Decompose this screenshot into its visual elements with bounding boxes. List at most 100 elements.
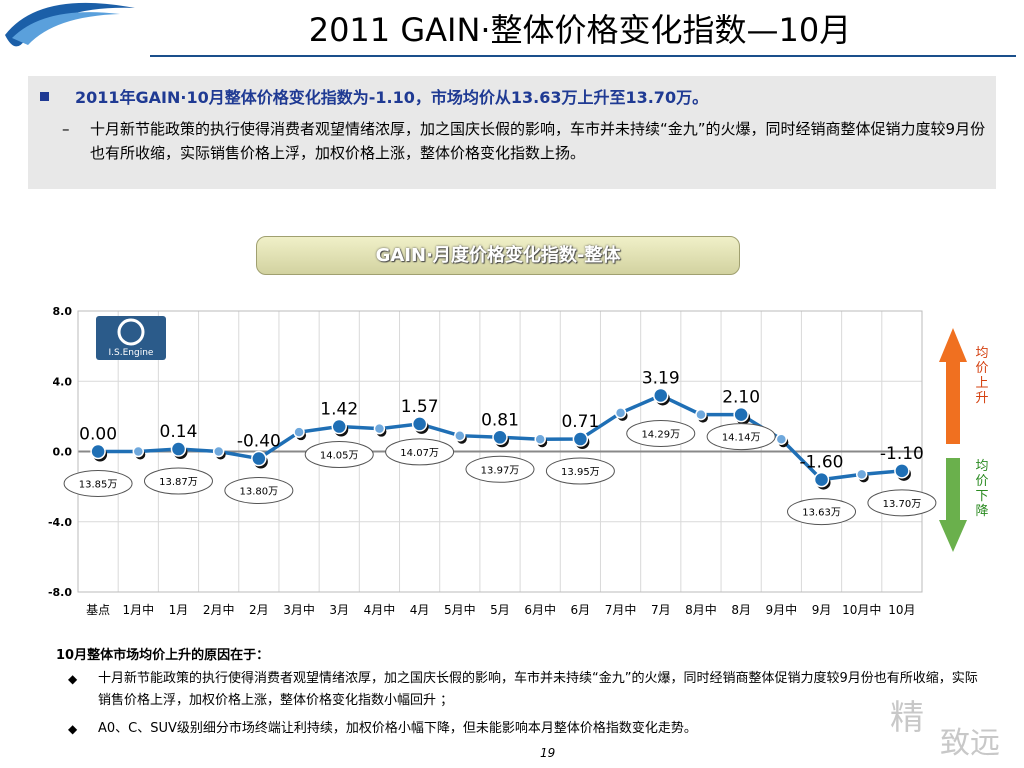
price-label-bubble	[143, 467, 213, 495]
summary-sub-text: 十月新节能政策的执行使得消费者观望情绪浓厚，加之国庆长假的影响，车市并未持续“金…	[90, 120, 986, 162]
dash-bullet-icon: –	[62, 120, 70, 138]
value-label: 2.10	[722, 388, 760, 408]
price-label-bubble	[224, 477, 294, 505]
price-label: 13.97万	[481, 465, 520, 476]
reasons-title: 10月整体市场均价上升的原因在于：	[56, 648, 270, 663]
x-tick-label: 2月中	[203, 602, 235, 617]
price-label-bubble	[385, 438, 455, 466]
logo-box	[96, 316, 166, 360]
data-point	[212, 445, 225, 458]
x-tick-label: 10月	[888, 603, 915, 617]
data-point	[614, 407, 627, 419]
chart-title: GAIN·月度价格变化指数-整体	[256, 236, 740, 275]
price-label-bubble	[867, 489, 937, 517]
price-label: 13.87万	[159, 477, 198, 488]
up-arrow-label: 均价上升	[975, 346, 989, 406]
data-point	[251, 450, 267, 467]
x-tick-label: 4月中	[364, 602, 396, 617]
data-point	[170, 441, 187, 457]
x-tick-label: 5月中	[444, 602, 476, 617]
data-point	[331, 418, 347, 435]
price-label: 13.85万	[79, 480, 118, 491]
slide-title: 2011 GAIN·整体价格变化指数—10月	[308, 11, 852, 49]
x-tick-label: 2月	[249, 603, 269, 617]
logo-icon	[117, 318, 145, 346]
x-tick-label: 7月中	[605, 602, 637, 617]
x-tick-label: 1月	[169, 603, 189, 617]
price-index-chart: 8.0 4.0 0.0 -4.0 -8.0 I.S.Engine 基点 1月中 1月 2月中 2月 3…	[48, 305, 967, 617]
x-tick-label: 10月中	[842, 602, 881, 617]
data-point	[492, 429, 508, 446]
x-tick-label: 基点	[86, 603, 110, 617]
data-point	[534, 433, 546, 445]
summary-box: 2011年GAIN·10月整体价格变化指数为-1.10，市场均价从13.63万上…	[28, 76, 996, 189]
x-tick-label: 3月	[329, 603, 349, 617]
x-tick-label: 4月	[410, 603, 430, 617]
summary-sub-bullet: – 十月新节能政策的执行使得消费者观望情绪浓厚，加之国庆长假的影响，车市并未持续…	[62, 117, 990, 165]
x-tick-label: 1月中	[122, 602, 154, 617]
data-point	[132, 445, 145, 458]
price-label-bubble	[545, 457, 615, 485]
price-label-bubble	[626, 419, 696, 447]
reason-item-1: ◆ 十月新节能政策的执行使得消费者观望情绪浓厚，加之国庆长假的影响，车市并未持续…	[68, 668, 988, 712]
y-tick-label: 4.0	[53, 375, 73, 388]
price-label: 13.95万	[561, 467, 600, 478]
title-rule	[150, 55, 1016, 57]
value-label: -1.10	[880, 444, 924, 464]
value-label: 0.81	[481, 410, 519, 430]
value-label: 0.71	[561, 412, 599, 432]
price-label: 14.07万	[400, 448, 439, 459]
x-tick-label: 6月	[571, 603, 591, 617]
y-tick-label: 8.0	[53, 305, 73, 318]
plot-border	[77, 310, 923, 593]
y-tick-label: -8.0	[48, 586, 72, 599]
x-tick-label: 7月	[651, 603, 671, 617]
value-label: 0.00	[79, 425, 117, 445]
data-point	[572, 431, 589, 447]
data-point	[695, 408, 707, 421]
summary-bullet: 2011年GAIN·10月整体价格变化指数为-1.10，市场均价从13.63万上…	[40, 88, 980, 108]
price-label-bubble	[465, 455, 535, 483]
price-label-bubble	[787, 498, 857, 526]
x-tick-label: 8月中	[685, 602, 717, 617]
data-point	[454, 429, 466, 442]
watermark-logo: 精	[890, 698, 924, 738]
data-point	[653, 387, 669, 404]
x-tick-label: 8月	[731, 603, 751, 617]
price-label: 14.29万	[641, 429, 680, 440]
logo-text: I.S.Engine	[109, 348, 154, 358]
y-tick-label: -4.0	[48, 516, 72, 529]
data-point	[894, 463, 910, 479]
value-label: -1.60	[800, 453, 844, 473]
y-tick-label: 0.0	[53, 446, 73, 459]
value-label: -0.40	[237, 432, 281, 452]
down-arrow-label: 均价下降	[975, 459, 989, 519]
x-tick-label: 9月	[812, 603, 832, 617]
data-point	[813, 471, 830, 488]
page-number: 19	[540, 746, 556, 760]
price-label: 14.05万	[320, 451, 359, 462]
x-tick-label: 5月	[490, 603, 510, 617]
up-arrow-icon	[939, 328, 967, 444]
value-label: 1.42	[320, 400, 358, 420]
x-tick-label: 9月中	[766, 602, 798, 617]
summary-bullet-text: 2011年GAIN·10月整体价格变化指数为-1.10，市场均价从13.63万上…	[75, 88, 709, 107]
data-point	[733, 406, 749, 423]
data-point	[411, 416, 428, 432]
value-label: 0.14	[160, 422, 198, 442]
watermark-logo-2: 致远	[940, 726, 1000, 761]
price-label: 13.70万	[883, 499, 922, 510]
x-tick-label: 6月中	[524, 602, 556, 617]
price-label: 13.80万	[240, 487, 279, 498]
data-point	[775, 433, 788, 445]
price-label-bubble	[706, 423, 776, 451]
price-label-bubble	[63, 470, 133, 497]
price-label: 13.63万	[802, 508, 841, 519]
value-label: 1.57	[401, 397, 439, 417]
diamond-bullet-icon: ◆	[68, 672, 78, 686]
value-label: 3.19	[642, 368, 680, 388]
diamond-bullet-icon: ◆	[68, 722, 78, 736]
data-point	[293, 426, 305, 438]
data-point	[90, 443, 106, 460]
header-swoosh-decoration	[5, 2, 135, 47]
